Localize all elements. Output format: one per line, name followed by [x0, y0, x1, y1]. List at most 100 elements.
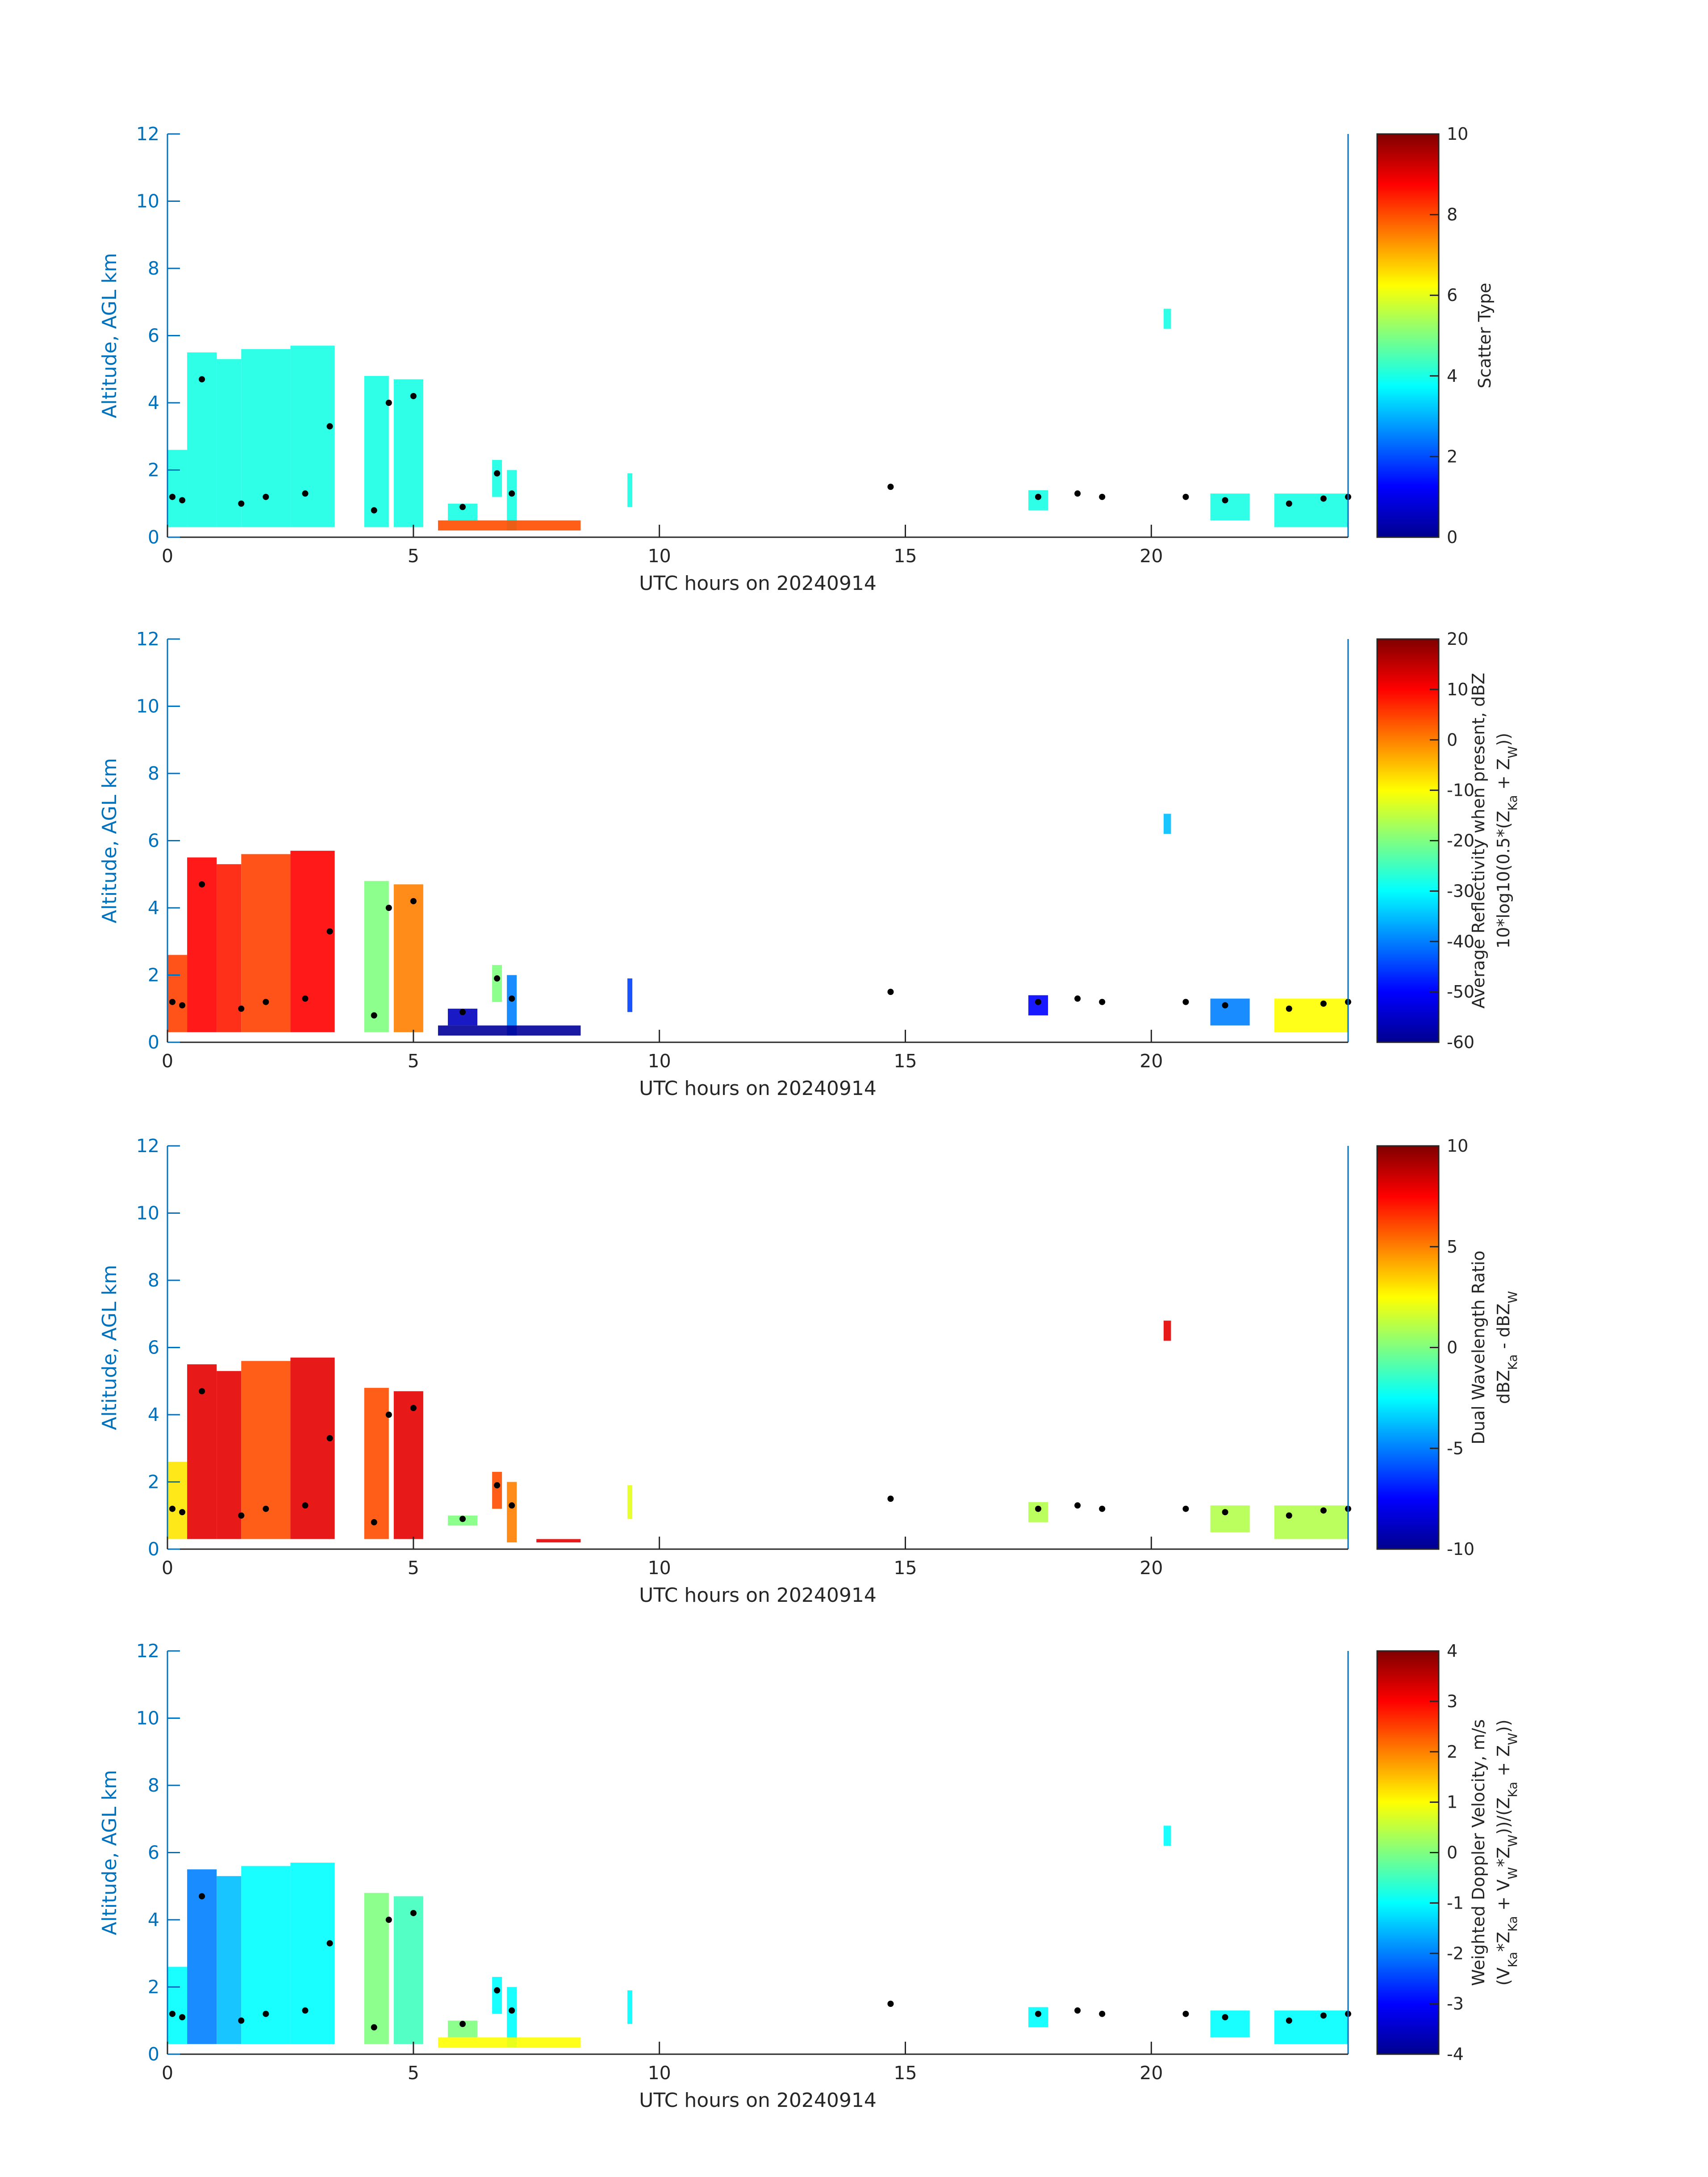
y-axis-label: Altitude, AGL km: [98, 1265, 121, 1430]
cloud-base-dot: [169, 1505, 176, 1512]
cloud-base-dot: [169, 493, 176, 500]
x-axis-label: UTC hours on 20240914: [639, 572, 877, 595]
y-tick-label: 10: [136, 1708, 159, 1729]
colorbar-label-part: Dual Wavelength Ratio: [1469, 1250, 1488, 1444]
cloud-base-dot: [326, 1435, 333, 1442]
cloud-base-dot: [199, 881, 205, 888]
x-tick-label: 10: [648, 1557, 671, 1579]
colorbar: [1376, 638, 1440, 1043]
x-tick-label: 5: [408, 2062, 419, 2084]
echo-region: [1274, 999, 1348, 1032]
cloud-base-dot: [238, 500, 245, 507]
colorbar-label-part: )): [1494, 1719, 1513, 1733]
cloud-base-dot: [385, 1917, 392, 1923]
colorbar-tick-label: 2: [1447, 1742, 1457, 1762]
x-tick-label: 20: [1140, 1557, 1163, 1579]
colorbar-tick-label: 8: [1447, 205, 1457, 225]
x-tick-label: 15: [894, 1050, 917, 1072]
colorbar-tick-label: 5: [1447, 1237, 1457, 1257]
cloud-base-dot: [371, 507, 377, 514]
colorbar-tick-label: 0: [1447, 1338, 1457, 1358]
echo-region: [492, 460, 502, 497]
echo-region: [217, 1876, 242, 2044]
cloud-base-dot: [302, 995, 309, 1002]
cloud-base-dot: [887, 989, 894, 995]
y-tick-label: 8: [148, 763, 159, 784]
cloud-base-dot: [887, 484, 894, 490]
cloud-base-dot: [410, 1404, 417, 1411]
y-axis-label: Altitude, AGL km: [98, 253, 121, 418]
cloud-base-dot: [263, 493, 269, 500]
echo-region: [364, 1387, 389, 1539]
cloud-base-dot: [1222, 497, 1228, 504]
cloud-base-dot: [238, 2017, 245, 2024]
y-tick-label: 8: [148, 258, 159, 279]
echo-region: [627, 1485, 633, 1519]
colorbar-tick-label: 1: [1447, 1793, 1457, 1812]
echo-region: [364, 376, 389, 527]
colorbar-tick-label: -1: [1447, 1893, 1464, 1913]
cloud-base-dot: [509, 995, 515, 1002]
x-tick-label: 5: [408, 1050, 419, 1072]
colorbar-label-part: Ka: [1505, 1916, 1520, 1932]
colorbar-label-part: Scatter Type: [1475, 283, 1495, 388]
colorbar-tick-label: -20: [1447, 831, 1474, 851]
colorbar: [1376, 1650, 1440, 2055]
colorbar-label-part: + Z: [1494, 1745, 1513, 1782]
echo-region: [1274, 1505, 1348, 1539]
cloud-base-dot: [1099, 493, 1106, 500]
echo-region: [217, 864, 242, 1032]
echo-region: [167, 450, 188, 527]
cloud-base-dot: [199, 1893, 205, 1900]
echo-region: [627, 473, 633, 507]
cloud-base-dot: [238, 1005, 245, 1012]
x-tick-label: 5: [408, 1557, 419, 1579]
echo-region: [364, 881, 389, 1032]
y-tick-label: 4: [148, 897, 159, 919]
y-tick-label: 6: [148, 830, 159, 852]
echo-region: [241, 1361, 291, 1539]
colorbar-label-part: W: [1505, 746, 1520, 759]
cloud-base-dot: [1099, 1505, 1106, 1512]
colorbar-label-part: Weighted Doppler Velocity, m/s: [1469, 1719, 1488, 1986]
colorbar-tick-label: -3: [1447, 1994, 1464, 2014]
x-axis-label: UTC hours on 20240914: [639, 1584, 877, 1607]
colorbar-label-part: - dBZ: [1494, 1304, 1513, 1354]
echo-region: [1028, 2007, 1048, 2027]
colorbar-label-part: Ka: [1505, 1952, 1520, 1968]
x-tick-label: 0: [162, 1050, 173, 1072]
echo-region: [364, 1893, 389, 2044]
colorbar-label-part: (V: [1494, 1968, 1513, 1986]
colorbar-tick-label: -30: [1447, 881, 1474, 901]
cloud-base-dot: [459, 1516, 466, 1522]
cloud-base-dot: [1035, 2010, 1041, 2017]
echo-region: [290, 851, 335, 1032]
cloud-base-dot: [1286, 1005, 1292, 1012]
colorbar-tick-label: 6: [1447, 285, 1457, 305]
echo-region: [438, 1025, 581, 1036]
cloud-base-dot: [302, 2007, 309, 2014]
echo-region: [393, 379, 423, 527]
cloud-base-dot: [1074, 490, 1081, 497]
x-tick-label: 0: [162, 545, 173, 567]
cloud-base-dot: [509, 490, 515, 497]
echo-region: [217, 359, 242, 527]
colorbar-tick-label: -5: [1447, 1438, 1464, 1458]
colorbar: [1376, 133, 1440, 538]
echo-region: [438, 2037, 581, 2047]
y-tick-label: 12: [136, 1135, 159, 1157]
y-tick-label: 0: [148, 2043, 159, 2065]
y-tick-label: 12: [136, 1640, 159, 1662]
x-tick-label: 20: [1140, 1050, 1163, 1072]
cloud-base-dot: [1035, 1505, 1041, 1512]
echo-region: [290, 1863, 335, 2044]
echo-region: [438, 520, 581, 531]
cloud-base-dot: [385, 1412, 392, 1418]
cloud-base-dot: [1320, 1507, 1327, 1514]
y-tick-label: 10: [136, 191, 159, 212]
y-tick-label: 12: [136, 123, 159, 145]
colorbar-label-part: W: [1505, 1834, 1520, 1847]
echo-region: [1210, 1505, 1250, 1533]
colorbar-label-part: )): [1494, 733, 1513, 746]
